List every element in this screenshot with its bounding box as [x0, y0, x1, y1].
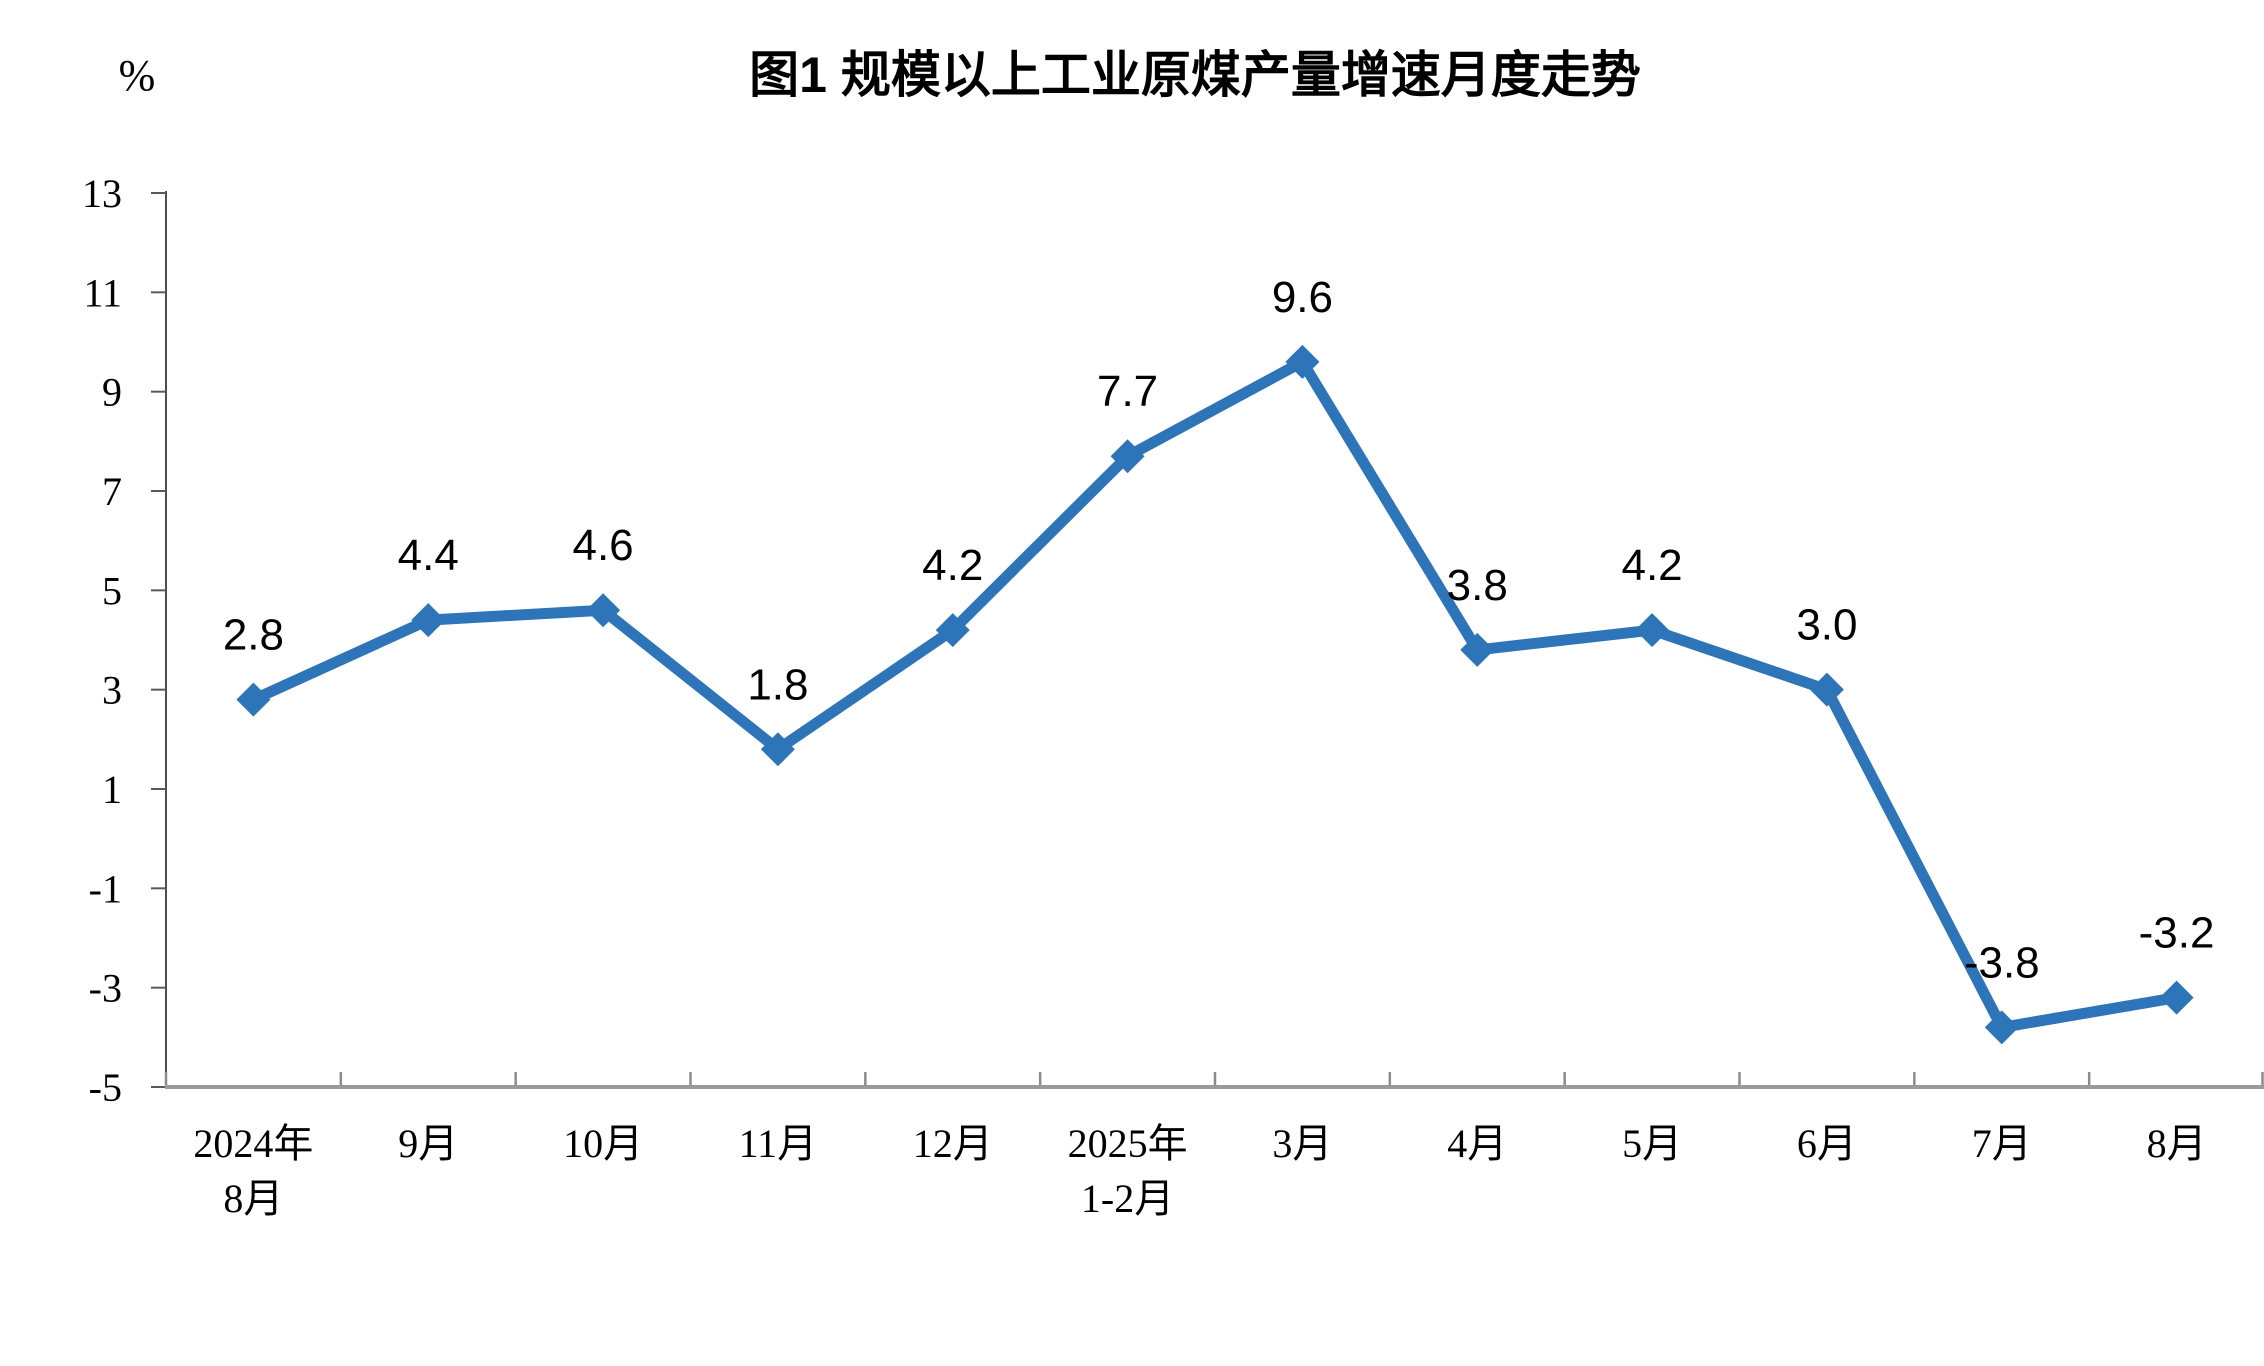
data-point-label: 9.6	[1272, 273, 1333, 322]
x-category-label: 10月	[563, 1121, 643, 1166]
y-tick-label: -3	[89, 966, 122, 1011]
data-point-marker	[1110, 439, 1145, 474]
data-point-marker	[236, 682, 271, 717]
x-category-label: 4月	[1447, 1121, 1507, 1166]
x-category-label: 6月	[1797, 1121, 1857, 1166]
data-point-marker	[1285, 344, 1320, 379]
x-category-label: 11月	[739, 1121, 818, 1166]
data-point-marker	[760, 732, 795, 767]
data-point-marker	[1984, 1010, 2019, 1045]
data-point-label: 7.7	[1097, 367, 1158, 416]
data-point-label: 1.8	[747, 660, 808, 709]
y-tick-label: 9	[102, 370, 122, 415]
data-point-label: 4.6	[572, 521, 633, 570]
y-tick-label: 11	[83, 270, 122, 315]
x-category-label: 2025年 1-2月	[1068, 1121, 1188, 1221]
y-tick-label: -1	[89, 866, 122, 911]
data-point-marker	[1460, 632, 1495, 667]
y-tick-label: 7	[102, 469, 122, 514]
data-point-label: 4.2	[922, 541, 983, 590]
y-tick-label: 13	[82, 171, 122, 216]
data-point-marker	[586, 593, 621, 628]
data-point-marker	[935, 613, 970, 648]
y-tick-label: 5	[102, 568, 122, 613]
data-point-marker	[1809, 672, 1844, 707]
data-point-label: 3.8	[1447, 561, 1508, 610]
x-category-label: 3月	[1272, 1121, 1332, 1166]
data-point-label: 3.0	[1796, 601, 1857, 650]
data-point-label: 4.4	[398, 531, 459, 580]
x-category-label: 8月	[2147, 1121, 2207, 1166]
series-line	[247, 356, 2183, 1033]
data-point-marker	[411, 603, 446, 638]
y-tick-label: 1	[102, 767, 122, 812]
y-axis-unit-label: %	[119, 51, 156, 100]
plot-area: 13 11 9 7 5 3 1 -1 -3 -5 2024年 8月 9月 10月 11月 12月 2025年 1-…	[82, 171, 2264, 1221]
data-point-label: -3.8	[1964, 938, 2040, 987]
data-point-label: -3.2	[2139, 909, 2215, 958]
data-point-marker	[2159, 980, 2194, 1015]
data-point-label: 4.2	[1621, 541, 1682, 590]
x-category-label: 7月	[1972, 1121, 2032, 1166]
x-category-label: 12月	[913, 1121, 993, 1166]
y-tick-label: 3	[102, 668, 122, 713]
chart-title: 图1 规模以上工业原煤产量增速月度走势	[749, 47, 1641, 103]
x-category-label: 5月	[1622, 1121, 1682, 1166]
x-category-label: 2024年 8月	[193, 1121, 313, 1221]
data-point-marker	[1635, 613, 1670, 648]
x-category-label: 9月	[398, 1121, 458, 1166]
data-point-label: 2.8	[223, 611, 284, 660]
y-tick-label: -5	[89, 1065, 122, 1110]
